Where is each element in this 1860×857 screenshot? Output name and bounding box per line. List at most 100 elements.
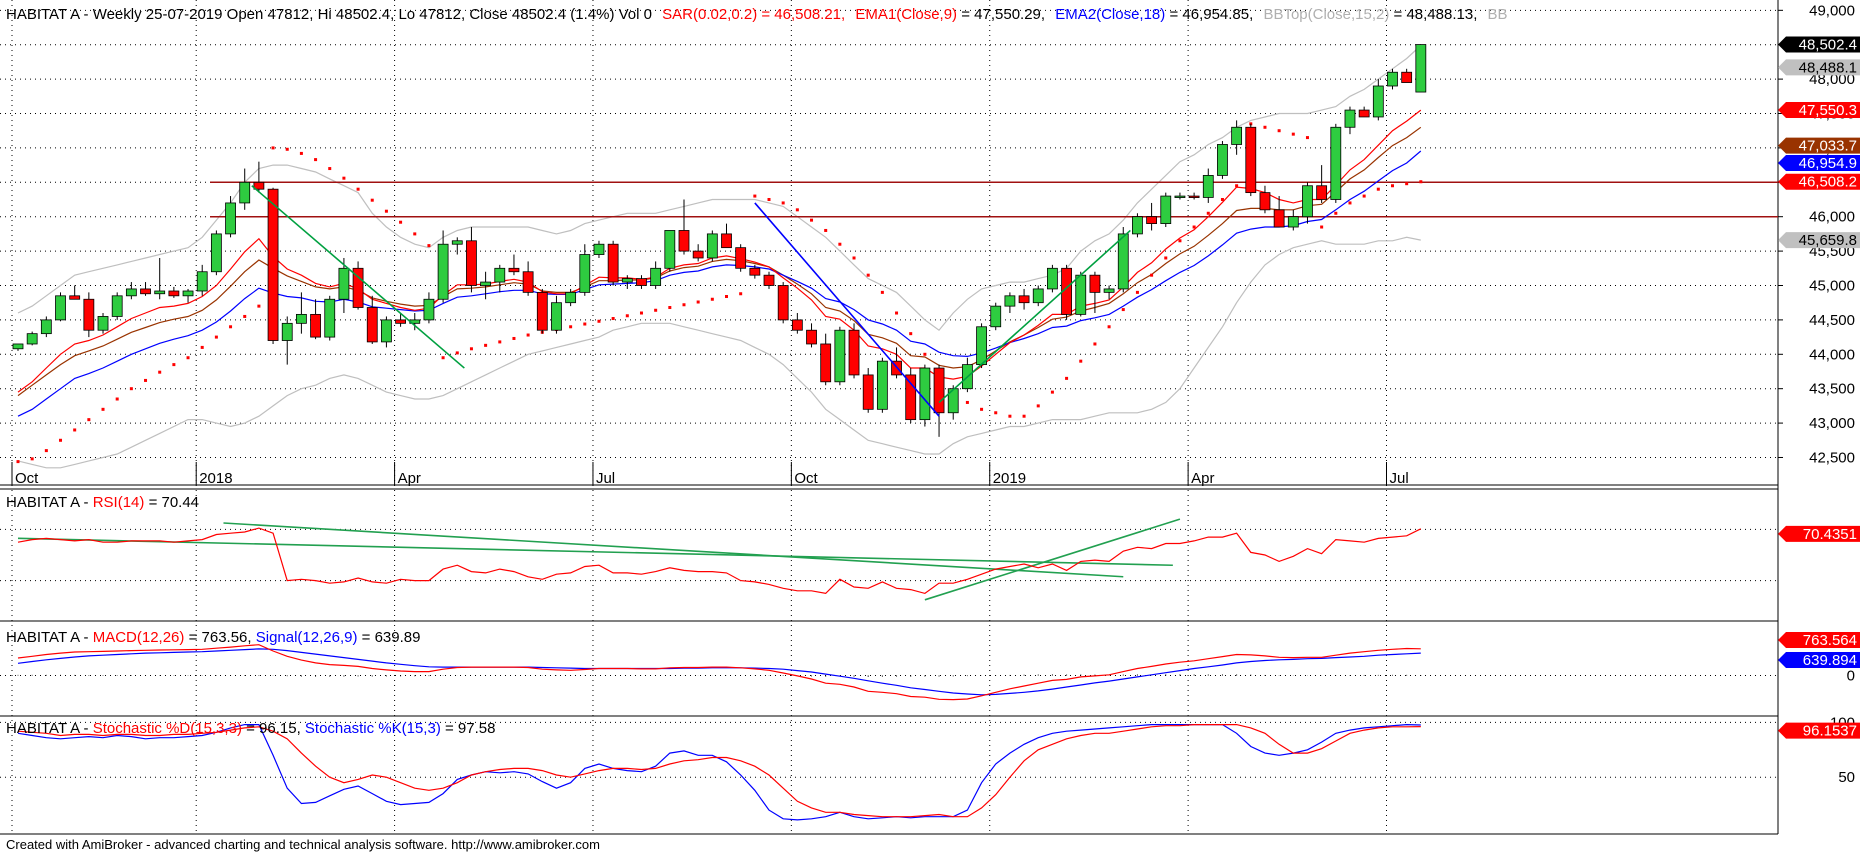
candle-body bbox=[1344, 109, 1356, 128]
candle-body bbox=[791, 319, 803, 331]
sar-dot bbox=[186, 356, 190, 360]
x-tick-label: Jul bbox=[596, 470, 615, 487]
sar-dot bbox=[866, 273, 870, 277]
sar-dot bbox=[895, 311, 899, 315]
candle-body bbox=[55, 295, 66, 321]
candle-body bbox=[366, 307, 378, 343]
candle-body bbox=[338, 267, 350, 300]
signal-badge: 639.894 bbox=[1778, 652, 1860, 669]
candle-body bbox=[494, 267, 506, 283]
x-tick-label: Oct bbox=[794, 470, 818, 487]
candle-body bbox=[508, 267, 520, 273]
price-header-ema1-value: = 47,550.29, bbox=[961, 6, 1045, 23]
price-y-tick-label: 43,500 bbox=[1809, 381, 1855, 398]
x-tick-labels: Oct 2018 Apr Jul Oct 2019 Apr Jul bbox=[11, 462, 1409, 487]
x-tick-label: 2018 bbox=[199, 470, 232, 487]
macd-badge: 763.564 bbox=[1778, 632, 1860, 649]
candle-body bbox=[1018, 295, 1030, 304]
sar-dot bbox=[753, 194, 757, 198]
candle-body bbox=[876, 360, 888, 410]
rsi-trendline bbox=[223, 522, 1124, 578]
sar-dot bbox=[129, 387, 133, 391]
candle-body bbox=[579, 254, 591, 293]
candle-body bbox=[69, 295, 81, 300]
sar-dot bbox=[370, 198, 374, 202]
stoch-y-tick-label: 50 bbox=[1838, 769, 1855, 786]
stoch-header-d-label: Stochastic %D(15,3,3) bbox=[93, 720, 242, 737]
price-header-bb-label: BBTop(Close,15,2) bbox=[1263, 6, 1389, 23]
sar-dot bbox=[611, 317, 615, 321]
price-header-ema2-label: EMA2(Close,18) bbox=[1055, 6, 1165, 23]
sar-dot bbox=[909, 332, 913, 336]
sar-dot bbox=[1334, 211, 1338, 215]
sar-dot bbox=[654, 308, 658, 312]
candle-body bbox=[721, 233, 732, 249]
sar-dot bbox=[1405, 182, 1409, 186]
sar-dot bbox=[1107, 325, 1111, 329]
macd-signal-line bbox=[17, 648, 1421, 696]
price-y-tick-label: 43,000 bbox=[1809, 415, 1855, 432]
sar-dot bbox=[668, 306, 672, 310]
candle-body bbox=[253, 181, 265, 190]
price-badge-label: 46,954.9 bbox=[1799, 155, 1857, 172]
ema1-line bbox=[17, 109, 1422, 393]
sar-dot bbox=[399, 220, 403, 224]
price-badge-label: 45,659.8 bbox=[1799, 232, 1857, 249]
candle-body bbox=[395, 319, 406, 324]
price-badge: 47,550.3 bbox=[1778, 102, 1860, 119]
candle-body bbox=[154, 290, 166, 295]
sar-dot bbox=[44, 449, 48, 453]
sar-dot bbox=[1263, 125, 1267, 129]
stoch-header-k-value: = 97.58 bbox=[445, 720, 495, 737]
candle-body bbox=[423, 298, 435, 321]
candle-body bbox=[1401, 71, 1413, 83]
candle-body bbox=[168, 290, 180, 297]
candle-body bbox=[706, 233, 718, 259]
sar-dot bbox=[16, 460, 20, 464]
sar-dot bbox=[725, 295, 728, 299]
price-badge: 46,508.2 bbox=[1778, 173, 1860, 191]
sar-dot bbox=[1065, 376, 1069, 380]
candle-body bbox=[820, 343, 832, 383]
horizontal-levels bbox=[210, 181, 1778, 218]
price-badge-label: 46,508.2 bbox=[1799, 174, 1857, 191]
rsi-badge: 70.4351 bbox=[1778, 525, 1860, 543]
price-header-ohlc: HABITAT A - Weekly 25-07-2019 Open 47812… bbox=[6, 6, 652, 23]
candle-body bbox=[806, 329, 817, 345]
sar-dot bbox=[526, 333, 530, 337]
price-header: HABITAT A - Weekly 25-07-2019 Open 47812… bbox=[6, 6, 1508, 23]
price-badge-box bbox=[1778, 173, 1860, 190]
candle-body bbox=[1259, 192, 1271, 211]
price-badge: 46,954.9 bbox=[1778, 155, 1860, 172]
price-header-ema2-value: = 46,954.85, bbox=[1169, 6, 1253, 23]
price-badge: 45,659.8 bbox=[1778, 232, 1860, 249]
sar-dot bbox=[1390, 184, 1394, 188]
sar-dot bbox=[767, 198, 771, 202]
macd-badge-label: 763.564 bbox=[1803, 632, 1857, 649]
macd-header-signal-label: Signal(12,26,9) bbox=[256, 629, 358, 646]
sar-dot bbox=[455, 351, 459, 355]
sar-dot bbox=[583, 322, 587, 326]
sar-dot bbox=[965, 400, 969, 404]
sar-dot bbox=[1277, 129, 1281, 133]
price-y-tick-label: 45,000 bbox=[1809, 277, 1855, 294]
sar-dot bbox=[880, 290, 884, 294]
candle-body bbox=[593, 243, 605, 255]
sar-dot bbox=[1320, 225, 1324, 229]
sar-dot bbox=[1178, 239, 1182, 243]
sar-dot bbox=[243, 314, 247, 318]
candle-body bbox=[225, 202, 236, 235]
price-badge: 48,502.4 bbox=[1778, 36, 1860, 54]
price-badge-box bbox=[1778, 36, 1860, 53]
sar-dot bbox=[1135, 290, 1139, 294]
sar-dot bbox=[342, 176, 346, 180]
sar-dot bbox=[639, 311, 643, 315]
candle-body bbox=[933, 367, 945, 414]
candle-body bbox=[125, 288, 137, 297]
candle-body bbox=[324, 298, 336, 338]
macd-line bbox=[17, 644, 1421, 701]
sar-dot bbox=[1036, 404, 1040, 408]
candle-body bbox=[1188, 195, 1200, 198]
sar-dot bbox=[200, 345, 204, 349]
stoch-badge-box bbox=[1778, 722, 1860, 739]
